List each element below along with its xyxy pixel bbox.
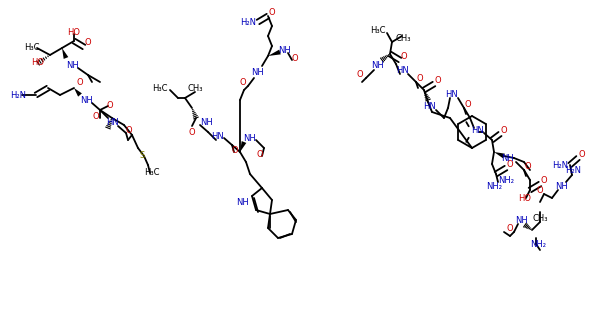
Text: NH: NH xyxy=(278,45,292,54)
Text: HO: HO xyxy=(32,58,44,67)
Text: O: O xyxy=(401,52,407,60)
Text: NH: NH xyxy=(556,181,568,190)
Text: H₃C: H₃C xyxy=(370,26,386,35)
Text: O: O xyxy=(107,100,113,109)
Text: NH: NH xyxy=(244,133,256,142)
Text: NH: NH xyxy=(515,215,529,225)
Text: HO: HO xyxy=(518,194,532,203)
Text: NH: NH xyxy=(80,95,92,105)
Text: O: O xyxy=(125,125,133,134)
Text: HN: HN xyxy=(106,117,118,126)
Text: NH: NH xyxy=(251,68,265,76)
Text: O: O xyxy=(500,125,508,134)
Text: O: O xyxy=(257,149,263,158)
Text: HN: HN xyxy=(397,66,409,75)
Text: O: O xyxy=(434,76,442,84)
Text: O: O xyxy=(541,175,547,185)
Text: HN: HN xyxy=(446,90,458,99)
Text: O: O xyxy=(188,127,196,137)
Text: O: O xyxy=(239,77,247,86)
Text: O: O xyxy=(524,162,532,171)
Text: S: S xyxy=(139,150,145,159)
Text: H₂N: H₂N xyxy=(10,91,26,100)
Text: H₂N: H₂N xyxy=(552,161,568,170)
Text: H₃C: H₃C xyxy=(152,84,168,92)
Text: H₃C: H₃C xyxy=(24,43,40,52)
Text: O: O xyxy=(506,223,514,233)
Text: CH₃: CH₃ xyxy=(187,84,203,92)
Text: HO: HO xyxy=(68,28,80,36)
Polygon shape xyxy=(74,88,82,97)
Text: O: O xyxy=(578,149,586,158)
Text: HN: HN xyxy=(212,132,224,140)
Text: O: O xyxy=(416,74,424,83)
Text: NH: NH xyxy=(200,117,213,126)
Text: HN: HN xyxy=(472,125,484,134)
Text: CH₃: CH₃ xyxy=(532,213,548,222)
Text: H₂N: H₂N xyxy=(240,18,256,27)
Text: O: O xyxy=(77,77,83,86)
Text: NH₂: NH₂ xyxy=(498,175,514,185)
Text: O: O xyxy=(536,186,544,195)
Text: H₃C: H₃C xyxy=(144,167,160,177)
Text: O: O xyxy=(464,100,472,108)
Text: NH: NH xyxy=(236,197,250,206)
Text: NH₂: NH₂ xyxy=(486,181,502,190)
Text: NH: NH xyxy=(65,60,79,69)
Text: CH₃: CH₃ xyxy=(395,34,411,43)
Text: O: O xyxy=(506,159,514,169)
Text: O: O xyxy=(92,111,100,121)
Polygon shape xyxy=(240,141,247,152)
Text: NH: NH xyxy=(371,60,385,69)
Polygon shape xyxy=(268,50,281,56)
Polygon shape xyxy=(62,48,68,59)
Text: NH: NH xyxy=(502,154,514,163)
Text: H₂N: H₂N xyxy=(565,165,581,174)
Text: NH₂: NH₂ xyxy=(530,239,546,249)
Text: O: O xyxy=(356,69,364,78)
Text: HN: HN xyxy=(424,101,436,110)
Text: O: O xyxy=(292,53,298,62)
Text: O: O xyxy=(269,7,275,17)
Text: O: O xyxy=(232,146,238,155)
Text: O: O xyxy=(85,37,91,46)
Polygon shape xyxy=(494,152,505,158)
